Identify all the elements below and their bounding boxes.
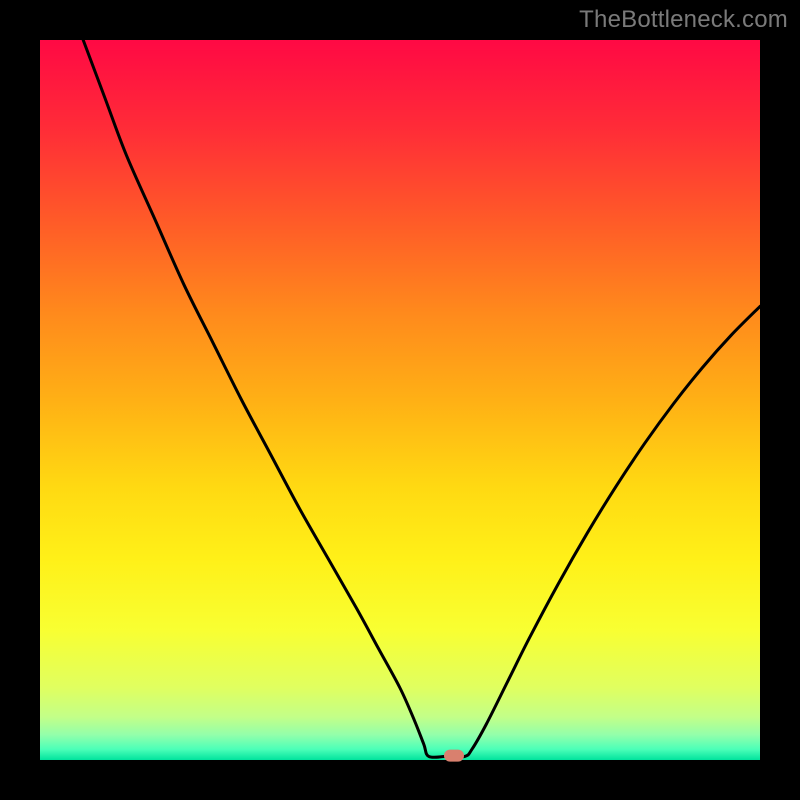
watermark-text: TheBottleneck.com [579,6,788,34]
plot-background [40,40,760,760]
chart-frame: TheBottleneck.com [0,0,800,800]
minimum-marker [444,750,464,762]
bottleneck-chart [0,0,800,800]
